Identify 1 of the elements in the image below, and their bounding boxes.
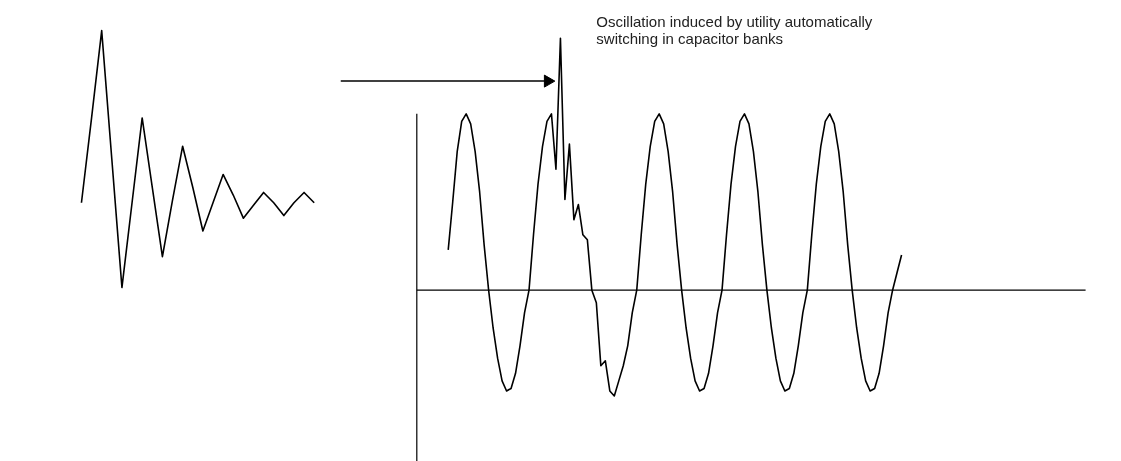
annotation: Oscillation induced by utility automatically switching in capacitor banks — [596, 13, 873, 48]
